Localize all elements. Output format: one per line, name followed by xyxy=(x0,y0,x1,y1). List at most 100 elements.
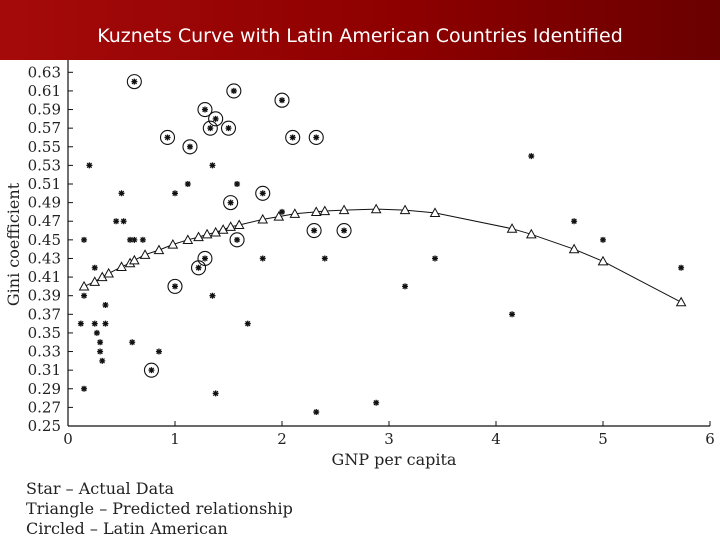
latin-america-star-point xyxy=(212,115,219,122)
star-point xyxy=(129,339,136,346)
triangle-point xyxy=(167,238,179,249)
star-point xyxy=(600,236,606,243)
star-point xyxy=(321,255,328,262)
latin-america-circle xyxy=(306,222,322,239)
latin-america-circle xyxy=(208,111,224,127)
y-tick-label: 0.55 xyxy=(28,138,61,156)
triangle-point xyxy=(568,243,580,254)
triangle-point xyxy=(429,207,441,217)
y-tick-label: 0.61 xyxy=(28,82,61,100)
triangle-point xyxy=(273,211,285,221)
triangle-point xyxy=(310,206,322,217)
latin-america-circle xyxy=(229,232,245,248)
star-point xyxy=(432,255,439,262)
triangle-point xyxy=(182,234,194,244)
x-tick-label: 2 xyxy=(277,430,287,448)
triangle-point xyxy=(116,261,127,271)
legend-circled-text: Circled – Latin American xyxy=(26,519,228,538)
triangle-point xyxy=(225,221,236,231)
triangle-point xyxy=(128,254,140,265)
star-point xyxy=(678,264,685,271)
star-point xyxy=(93,329,100,336)
star-point xyxy=(172,190,178,197)
star-point xyxy=(402,283,409,290)
star-point xyxy=(77,320,84,327)
star-point xyxy=(131,236,138,243)
star-point xyxy=(99,357,106,364)
latin-america-circle xyxy=(197,101,213,118)
latin-america-star-point xyxy=(148,367,155,374)
triangle-point xyxy=(193,231,204,242)
star-point xyxy=(279,208,285,215)
star-point xyxy=(244,320,251,327)
y-axis-label: Gini coefficient xyxy=(4,182,23,306)
star-point xyxy=(81,385,88,392)
triangle-point xyxy=(338,204,350,215)
y-tick-label: 0.57 xyxy=(28,119,61,137)
star-point xyxy=(91,264,98,271)
latin-america-star-point xyxy=(186,143,193,150)
star-point xyxy=(259,255,266,262)
latin-america-star-point xyxy=(131,78,138,85)
latin-america-circle xyxy=(167,278,183,294)
x-tick-label: 4 xyxy=(491,430,501,448)
triangle-point xyxy=(78,280,90,291)
x-tick-label: 0 xyxy=(63,430,73,448)
triangle-point xyxy=(399,204,411,215)
star-point xyxy=(139,236,146,243)
star-point xyxy=(571,218,578,225)
triangle-point xyxy=(89,276,101,286)
latin-america-star-point xyxy=(172,283,178,290)
latin-america-circle xyxy=(126,74,142,90)
y-tick-label: 0.29 xyxy=(28,380,61,398)
star-point xyxy=(509,311,516,318)
star-point xyxy=(102,302,109,308)
star-point xyxy=(120,218,127,225)
star-point xyxy=(127,236,134,243)
latin-america-star-point xyxy=(201,255,208,262)
y-tick-label: 0.35 xyxy=(28,324,61,342)
latin-america-circle xyxy=(223,195,239,211)
y-tick-label: 0.51 xyxy=(28,175,61,193)
star-point xyxy=(91,320,98,327)
legend: Star – Actual Data Triangle – Predicted … xyxy=(26,479,293,539)
latin-america-circle xyxy=(182,139,198,155)
y-tick-label: 0.37 xyxy=(28,305,61,323)
star-point xyxy=(373,399,380,406)
latin-america-circle xyxy=(143,362,160,378)
triangle-point xyxy=(319,205,331,216)
latin-america-star-point xyxy=(311,227,318,234)
latin-america-star-point xyxy=(259,190,266,197)
latin-america-star-point xyxy=(225,125,232,132)
star-point xyxy=(97,348,104,355)
star-point xyxy=(81,236,88,243)
star-point xyxy=(313,409,320,416)
y-tick-label: 0.59 xyxy=(28,101,61,119)
star-point xyxy=(209,162,216,169)
triangle-point xyxy=(506,223,518,233)
latin-america-circle xyxy=(220,120,237,136)
latin-america-circle xyxy=(190,260,207,276)
latin-america-star-point xyxy=(289,134,296,141)
star-point xyxy=(97,339,104,346)
star-point xyxy=(86,162,93,169)
triangle-point xyxy=(597,255,609,266)
y-tick-label: 0.43 xyxy=(28,249,61,267)
triangle-point xyxy=(257,213,269,224)
y-tick-label: 0.27 xyxy=(28,398,61,416)
y-tick-label: 0.25 xyxy=(28,417,61,435)
star-point xyxy=(81,292,88,299)
triangle-point xyxy=(525,228,537,239)
latin-america-star-point xyxy=(279,97,285,104)
latin-america-circle xyxy=(336,222,352,239)
legend-star-text: Star – Actual Data xyxy=(26,479,175,498)
triangle-point xyxy=(675,296,687,307)
y-tick-label: 0.49 xyxy=(28,194,61,212)
triangle-point xyxy=(139,249,151,259)
x-tick-label: 3 xyxy=(384,430,394,448)
latin-america-circle xyxy=(285,129,301,146)
latin-america-star-point xyxy=(164,134,171,141)
latin-america-circle xyxy=(255,185,271,201)
star-point xyxy=(209,292,216,299)
